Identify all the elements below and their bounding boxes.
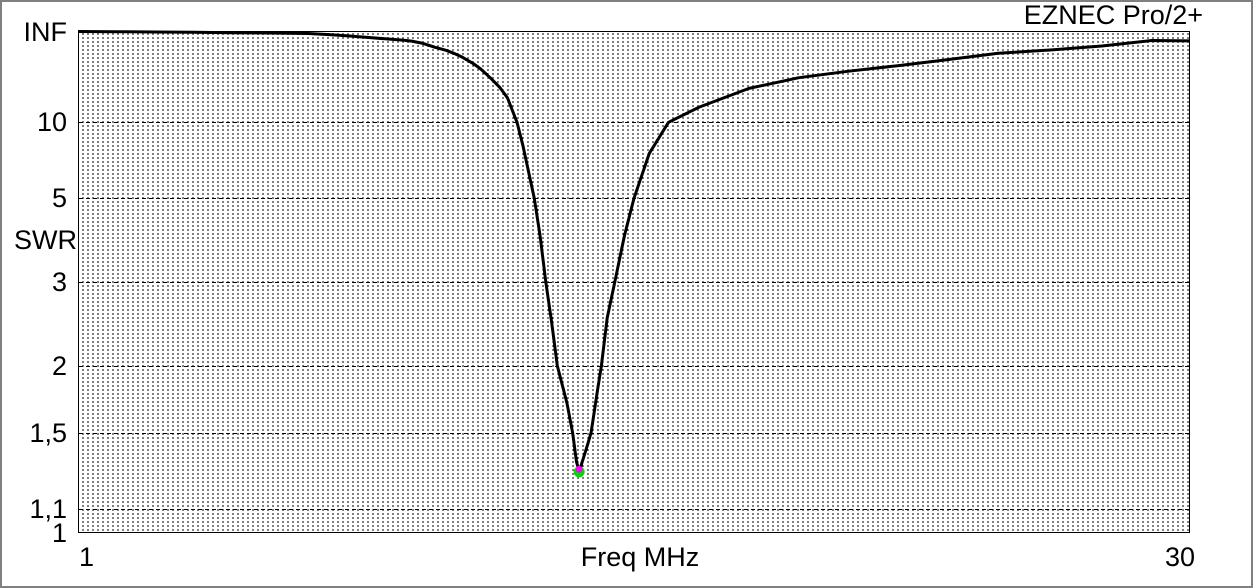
- y-tick-label-1: 1: [51, 518, 67, 548]
- swr-curve: [77, 30, 1191, 473]
- y-tick-label-3: 3: [51, 267, 67, 297]
- x-axis-title: Freq MHz: [580, 542, 700, 572]
- y-tick-label-2: 2: [51, 350, 67, 381]
- min-swr-marker-inner: [575, 465, 583, 473]
- y-tick-label-INF: INF: [23, 17, 68, 47]
- y-tick-label-10: 10: [36, 107, 67, 138]
- x-tick-label-30: 30: [1164, 542, 1195, 572]
- plot-title: EZNEC Pro/2+: [1023, 0, 1203, 30]
- y-tick-label-1_5: 1,5: [29, 417, 67, 448]
- x-tick-label-1: 1: [79, 542, 95, 572]
- y-tick-label-5: 5: [51, 183, 67, 214]
- y-tick-label-1_1: 1,1: [29, 494, 67, 525]
- y-axis-title: SWR: [14, 225, 77, 255]
